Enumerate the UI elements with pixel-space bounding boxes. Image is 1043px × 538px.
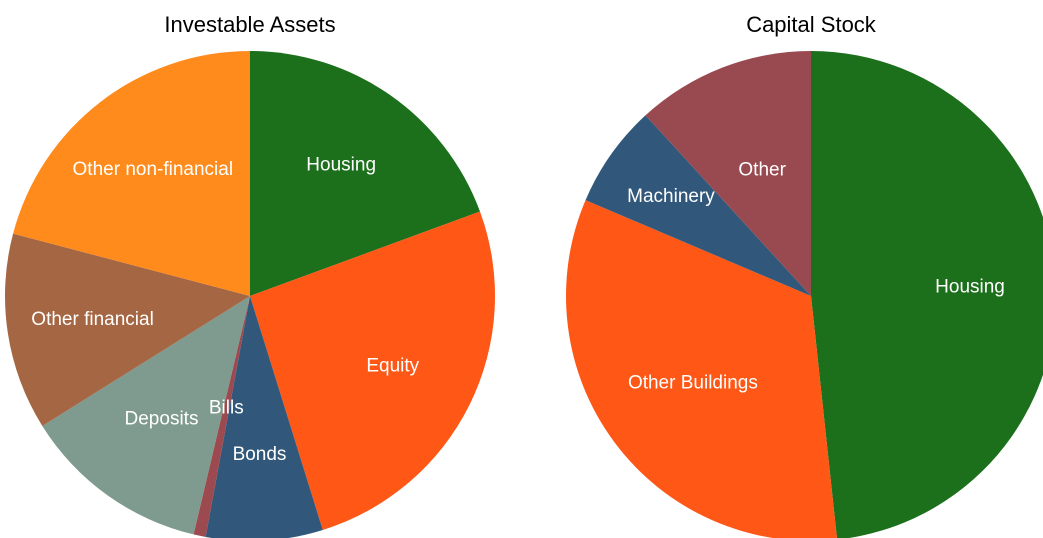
slice-label: Housing xyxy=(935,277,1005,298)
pie-slice xyxy=(250,211,495,530)
slice-label: Deposits xyxy=(125,408,199,429)
pie-slice xyxy=(811,51,1043,538)
pie-slice xyxy=(4,233,250,426)
pie-slice xyxy=(566,200,837,538)
slice-label: Other Buildings xyxy=(628,373,758,394)
pie-slice xyxy=(13,51,250,296)
slice-label: Bills xyxy=(209,398,244,419)
slice-label: Other xyxy=(738,159,786,180)
pie-slice xyxy=(205,296,323,538)
slice-label: Machinery xyxy=(627,186,715,207)
slice-label: Housing xyxy=(306,154,376,175)
chart-title: Capital Stock xyxy=(746,12,877,37)
slice-label: Other financial xyxy=(31,309,154,330)
pie-slice xyxy=(645,51,811,296)
pie-slice xyxy=(585,115,811,296)
pie-slice xyxy=(42,296,250,535)
slice-label: Other non-financial xyxy=(73,159,234,180)
pie-slice xyxy=(193,296,250,537)
pie-slice xyxy=(250,51,480,296)
chart-title: Investable Assets xyxy=(164,12,335,37)
slice-label: Bonds xyxy=(233,444,287,465)
slice-label: Equity xyxy=(366,356,419,377)
